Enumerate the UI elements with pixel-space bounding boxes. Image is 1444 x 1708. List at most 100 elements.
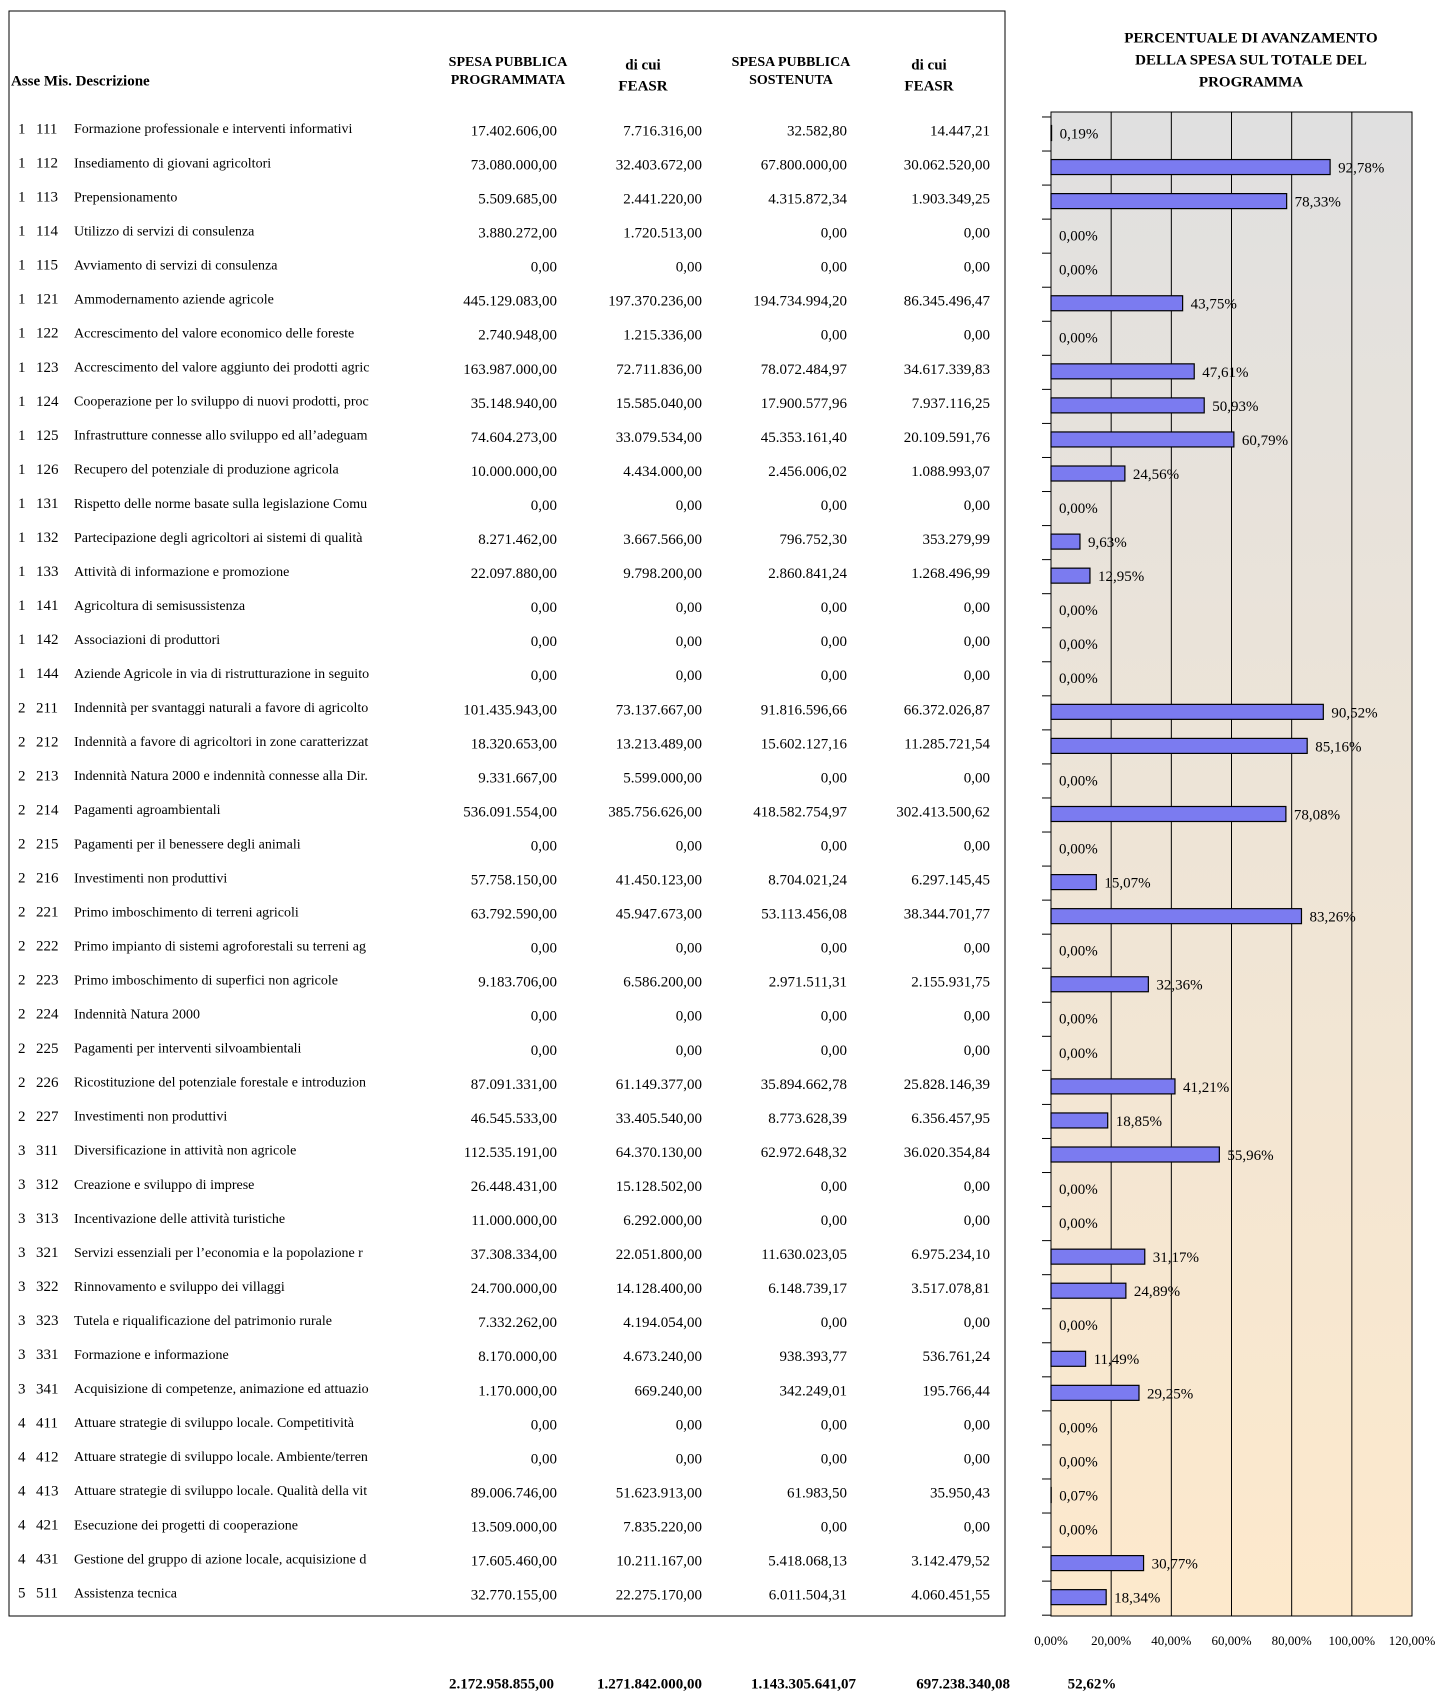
cell-value: 15.128.502,00 <box>616 1179 702 1195</box>
total: 52,62% <box>1068 1676 1117 1692</box>
cell-descr: Associazioni di produttori <box>74 633 220 648</box>
cell-asse: 3 <box>18 1177 26 1193</box>
cell-value: 9.183.706,00 <box>478 975 557 991</box>
x-tick-label: 100,00% <box>1329 1633 1376 1648</box>
cell-asse: 4 <box>18 1449 26 1465</box>
cell-value: 669.240,00 <box>635 1383 703 1399</box>
data-label: 90,52% <box>1331 705 1377 721</box>
cell-value: 163.987.000,00 <box>463 362 557 378</box>
cell-value: 0,00 <box>676 941 702 957</box>
cell-value: 0,00 <box>964 226 990 242</box>
cell-value: 0,00 <box>964 498 990 514</box>
cell-asse: 1 <box>18 496 26 512</box>
chart-title: DELLA SPESA SUL TOTALE DEL <box>1135 52 1367 68</box>
cell-asse: 2 <box>18 1041 26 1057</box>
cell-value: 1.720.513,00 <box>623 226 702 242</box>
cell-asse: 1 <box>18 224 26 240</box>
cell-value: 11.000.000,00 <box>471 1213 557 1229</box>
cell-value: 0,00 <box>821 1519 847 1535</box>
cell-descr: Insediamento di giovani agricoltori <box>74 156 271 171</box>
cell-asse: 4 <box>18 1483 26 1499</box>
data-label: 0,00% <box>1059 1182 1098 1198</box>
cell-descr: Rispetto delle norme basate sulla legisl… <box>74 497 367 512</box>
x-tick-label: 20,00% <box>1091 1633 1131 1648</box>
cell-value: 0,00 <box>531 941 557 957</box>
cell-asse: 2 <box>18 973 26 989</box>
cell-value: 6.356.457,95 <box>911 1111 990 1127</box>
cell-value: 0,00 <box>676 498 702 514</box>
cell-value: 0,00 <box>676 260 702 276</box>
data-label: 0,00% <box>1059 773 1098 789</box>
header: Asse Mis. Descrizione <box>11 73 150 89</box>
bar <box>1050 737 1308 755</box>
cell-mis: 421 <box>36 1517 59 1533</box>
cell-value: 385.756.626,00 <box>608 804 702 820</box>
cell-value: 38.344.701,77 <box>904 907 991 923</box>
cell-value: 0,00 <box>821 600 847 616</box>
data-label: 78,33% <box>1295 195 1341 211</box>
cell-descr: Assistenza tecnica <box>74 1586 178 1601</box>
cell-value: 796.752,30 <box>780 532 848 548</box>
cell-value: 0,00 <box>821 1417 847 1433</box>
cell-descr: Attuare strategie di sviluppo locale. Qu… <box>74 1484 367 1499</box>
cell-descr: Indennità a favore di agricoltori in zon… <box>74 735 368 750</box>
cell-descr: Attuare strategie di sviluppo locale. Co… <box>74 1416 355 1431</box>
cell-value: 4.315.872,34 <box>768 192 847 208</box>
cell-mis: 113 <box>36 190 58 206</box>
cell-value: 5.509.685,00 <box>478 192 557 208</box>
bar <box>1050 805 1287 823</box>
cell-value: 3.880.272,00 <box>478 226 557 242</box>
cell-mis: 221 <box>36 905 59 921</box>
cell-value: 0,00 <box>821 634 847 650</box>
cell-asse: 4 <box>18 1415 26 1431</box>
cell-mis: 131 <box>36 496 59 512</box>
cell-value: 0,00 <box>531 634 557 650</box>
data-label: 0,00% <box>1059 671 1098 687</box>
cell-value: 5.418.068,13 <box>768 1554 847 1570</box>
data-label: 60,79% <box>1242 433 1288 449</box>
cell-value: 0,00 <box>964 1417 990 1433</box>
cell-value: 0,00 <box>531 1009 557 1025</box>
cell-value: 6.586.200,00 <box>623 975 702 991</box>
cell-value: 0,00 <box>676 838 702 854</box>
cell-value: 0,00 <box>676 668 702 684</box>
cell-value: 2.155.931,75 <box>911 975 990 991</box>
data-label: 55,96% <box>1227 1148 1273 1164</box>
header: FEASR <box>618 78 667 94</box>
cell-descr: Formazione e informazione <box>74 1348 229 1363</box>
x-tick-label: 60,00% <box>1211 1633 1251 1648</box>
cell-asse: 2 <box>18 1109 26 1125</box>
cell-value: 1.088.993,07 <box>911 464 990 480</box>
cell-value: 61.149.377,00 <box>616 1077 702 1093</box>
cell-value: 0,00 <box>964 1451 990 1467</box>
cell-asse: 1 <box>18 360 26 376</box>
cell-descr: Prepensionamento <box>74 190 177 205</box>
cell-value: 32.770.155,00 <box>471 1588 557 1604</box>
cell-value: 6.011.504,31 <box>769 1588 847 1604</box>
cell-value: 0,00 <box>821 770 847 786</box>
bar <box>1050 158 1331 176</box>
cell-value: 1.268.496,99 <box>911 566 990 582</box>
data-label: 0,00% <box>1059 841 1098 857</box>
cell-value: 0,00 <box>964 1519 990 1535</box>
chart-title: PERCENTUALE DI AVANZAMENTO <box>1124 30 1377 46</box>
cell-asse: 1 <box>18 155 26 171</box>
cell-asse: 1 <box>18 326 26 342</box>
header: di cui <box>911 57 946 73</box>
cell-descr: Avviamento di servizi di consulenza <box>74 258 278 273</box>
cell-value: 17.900.577,96 <box>761 396 848 412</box>
x-tick-label: 120,00% <box>1389 1633 1436 1648</box>
cell-value: 32.582,80 <box>787 123 847 139</box>
cell-value: 1.215.336,00 <box>623 328 702 344</box>
cell-value: 17.605.460,00 <box>471 1554 557 1570</box>
cell-descr: Primo impianto di sistemi agroforestali … <box>74 939 366 954</box>
data-label: 0,00% <box>1059 263 1098 279</box>
cell-value: 0,00 <box>531 260 557 276</box>
cell-descr: Utilizzo di servizi di consulenza <box>74 224 255 239</box>
cell-mis: 331 <box>36 1347 59 1363</box>
cell-value: 0,00 <box>964 260 990 276</box>
bar <box>1050 1248 1146 1265</box>
bar <box>1050 1554 1145 1572</box>
bar <box>1050 465 1126 482</box>
cell-mis: 411 <box>36 1415 58 1431</box>
